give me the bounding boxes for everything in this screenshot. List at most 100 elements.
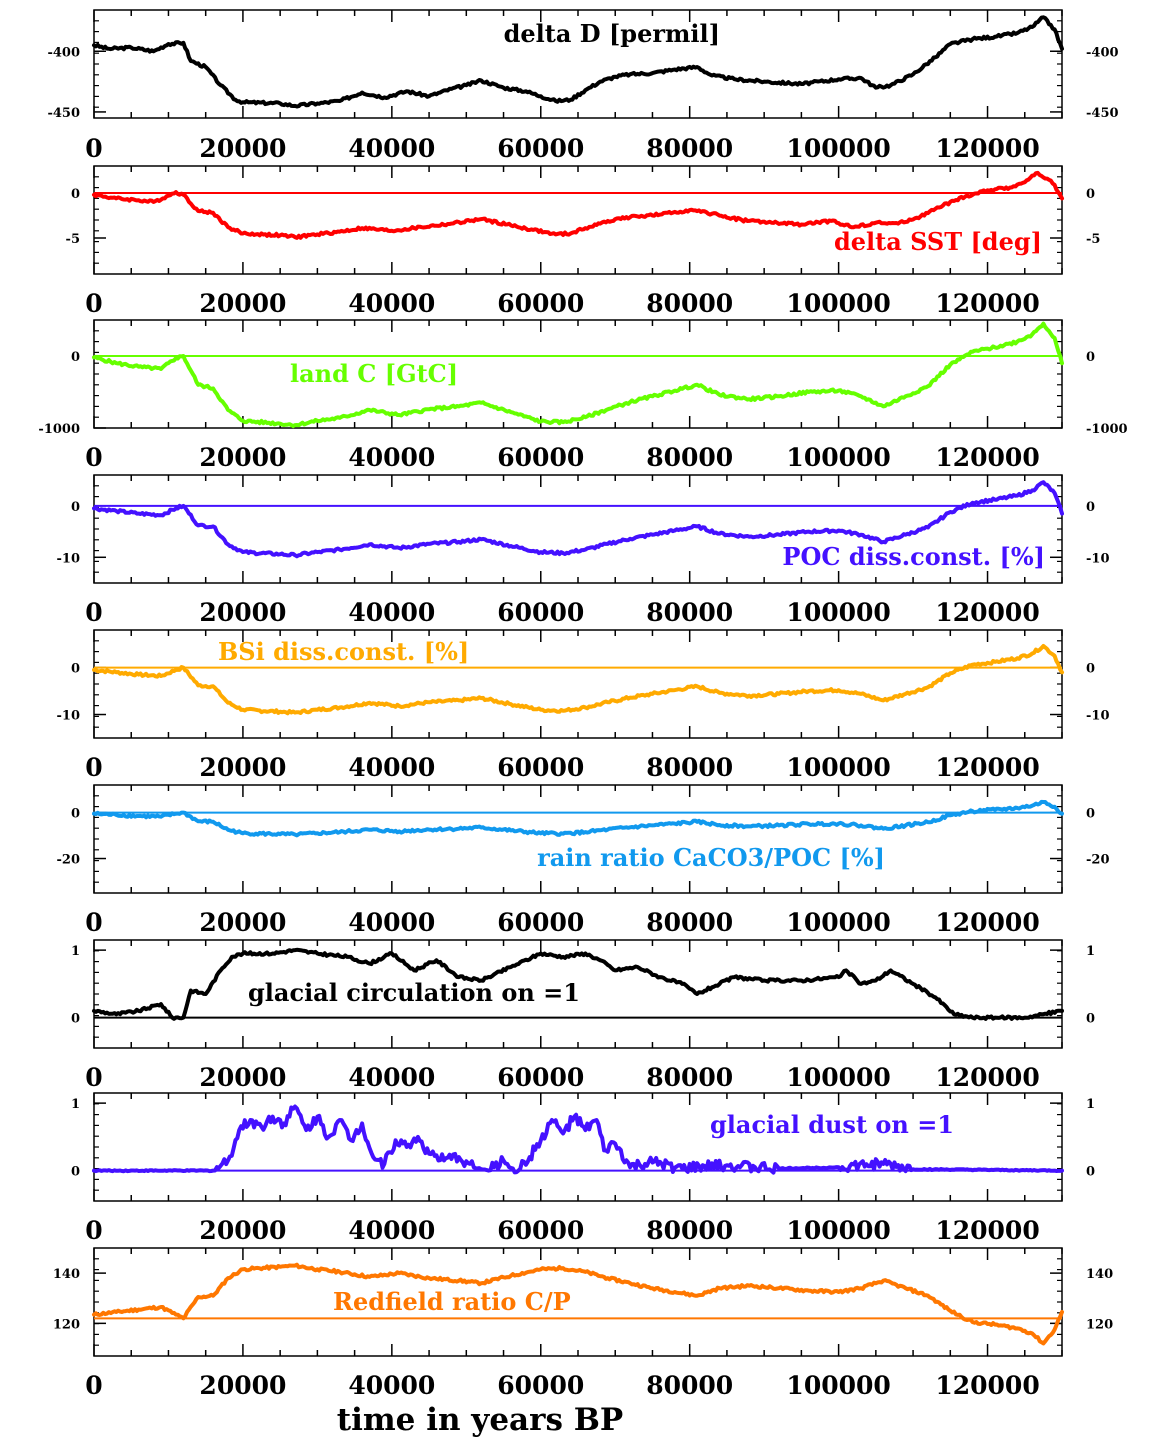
series-label: rain ratio CaCO3/POC [%]	[537, 843, 885, 872]
x-tick-label: 120000	[935, 443, 1039, 472]
y-tick-label-right: -450	[1086, 106, 1119, 121]
x-tick-label: 20000	[199, 753, 286, 782]
x-tick-label: 0	[85, 134, 102, 163]
x-tick-label: 120000	[935, 1371, 1039, 1400]
series-label: delta D [permil]	[504, 19, 720, 48]
y-tick-label-right: 1	[1086, 944, 1095, 959]
y-tick-label-left: -400	[47, 45, 80, 60]
y-tick-label-right: -400	[1086, 45, 1119, 60]
x-tick-label: 80000	[646, 134, 733, 163]
x-tick-label: 120000	[935, 134, 1039, 163]
x-tick-label: 0	[85, 908, 102, 937]
x-tick-label: 100000	[786, 443, 890, 472]
x-tick-label: 20000	[199, 443, 286, 472]
y-tick-label-right: 0	[1086, 187, 1095, 202]
plot-frame	[93, 784, 1063, 894]
x-tick-label: 60000	[497, 1216, 584, 1245]
chart-panel: 0 0 -10 -10 BSi diss.const. [%] 0 20000 40000 60…	[57, 629, 1110, 782]
y-tick-label-right: 0	[1086, 1165, 1095, 1180]
series-line	[92, 170, 1064, 240]
y-tick-label-right: 120	[1086, 1317, 1113, 1332]
series-label: Redfield ratio C/P	[333, 1287, 571, 1316]
x-tick-label: 0	[85, 1216, 102, 1245]
x-tick-label: 120000	[935, 1216, 1039, 1245]
x-tick-label: 80000	[646, 753, 733, 782]
y-tick-label-right: 0	[1086, 807, 1095, 822]
y-tick-label-left: -20	[57, 853, 81, 868]
x-tick-label: 20000	[199, 598, 286, 627]
series-line	[92, 480, 1064, 559]
y-tick-label-left: 0	[71, 500, 80, 515]
x-tick-label: 80000	[646, 443, 733, 472]
x-tick-label: 100000	[786, 598, 890, 627]
y-tick-label-left: 0	[71, 807, 80, 822]
y-tick-label-right: -1000	[1086, 422, 1128, 437]
series-line	[92, 947, 1064, 1021]
series-line	[92, 321, 1064, 429]
x-tick-label: 60000	[497, 134, 584, 163]
x-tick-label: 20000	[199, 1063, 286, 1092]
chart-panel: 1 1 0 0 glacial dust on =1 0 20000 40000 60000 80…	[71, 1092, 1095, 1245]
x-tick-label: 120000	[935, 908, 1039, 937]
y-tick-label-left: -450	[47, 106, 80, 121]
x-tick-label: 100000	[786, 289, 890, 318]
chart-panel: -400 -400 -450 -450 delta D [permil] 0 20000 40…	[47, 9, 1119, 163]
plot-frame	[93, 165, 1063, 275]
y-tick-label-left: 0	[71, 1165, 80, 1180]
x-tick-label: 60000	[497, 1063, 584, 1092]
y-tick-label-left: -5	[66, 232, 80, 247]
x-tick-label: 80000	[646, 598, 733, 627]
series-line	[92, 799, 1064, 838]
x-tick-label: 20000	[199, 1371, 286, 1400]
y-tick-label-right: 0	[1086, 500, 1095, 515]
chart-panel: 0 0 -20 -20 rain ratio CaCO3/POC [%] 0 20000 40…	[57, 784, 1110, 937]
x-tick-label: 60000	[497, 598, 584, 627]
x-tick-label: 80000	[646, 1216, 733, 1245]
x-tick-label: 80000	[646, 1371, 733, 1400]
y-tick-label-right: 1	[1086, 1097, 1095, 1112]
x-tick-label: 60000	[497, 289, 584, 318]
chart-panel: 0 0 -10 -10 POC diss.const. [%] 0 20000 40000 60…	[57, 474, 1110, 627]
x-tick-label: 80000	[646, 908, 733, 937]
x-tick-label: 40000	[348, 1063, 435, 1092]
x-tick-label: 20000	[199, 134, 286, 163]
x-tick-label: 100000	[786, 1216, 890, 1245]
y-tick-label-left: -10	[57, 551, 81, 566]
x-tick-label: 80000	[646, 1063, 733, 1092]
x-axis-title: time in years BP	[337, 1402, 623, 1438]
x-tick-label: 100000	[786, 1063, 890, 1092]
chart-panel: 1 1 0 0 glacial circulation on =1 0 20000 40000…	[71, 939, 1095, 1092]
y-tick-label-right: 140	[1086, 1267, 1113, 1282]
x-tick-label: 0	[85, 443, 102, 472]
series-label: glacial circulation on =1	[248, 978, 580, 1007]
x-tick-label: 20000	[199, 289, 286, 318]
y-tick-label-right: -20	[1086, 853, 1110, 868]
y-tick-label-left: 120	[53, 1317, 80, 1332]
y-tick-label-left: 0	[71, 662, 80, 677]
y-tick-label-right: 0	[1086, 662, 1095, 677]
y-tick-label-left: 1	[71, 944, 80, 959]
y-tick-label-right: -10	[1086, 709, 1110, 724]
series-label: BSi diss.const. [%]	[218, 637, 469, 666]
x-tick-label: 40000	[348, 1371, 435, 1400]
y-tick-label-right: 0	[1086, 350, 1095, 365]
series-line	[92, 15, 1064, 109]
chart-panel: 0 0 -5 -5 delta SST [deg] 0 20000 40000 60000 800…	[66, 165, 1100, 318]
x-tick-label: 100000	[786, 753, 890, 782]
chart-panel: 140 140 120 120 Redfield ratio C/P 0 20000 4000…	[53, 1247, 1113, 1400]
series-label: delta SST [deg]	[834, 227, 1042, 256]
x-tick-label: 60000	[497, 753, 584, 782]
x-tick-label: 40000	[348, 289, 435, 318]
y-tick-label-left: -1000	[38, 422, 80, 437]
x-tick-label: 80000	[646, 289, 733, 318]
plot-frame	[93, 1247, 1063, 1357]
series-line	[92, 1104, 1064, 1175]
x-tick-label: 20000	[199, 908, 286, 937]
x-tick-label: 40000	[348, 134, 435, 163]
series-label: POC diss.const. [%]	[782, 542, 1045, 571]
y-tick-label-right: -10	[1086, 551, 1110, 566]
x-tick-label: 60000	[497, 443, 584, 472]
y-tick-label-left: 1	[71, 1097, 80, 1112]
x-tick-label: 100000	[786, 1371, 890, 1400]
